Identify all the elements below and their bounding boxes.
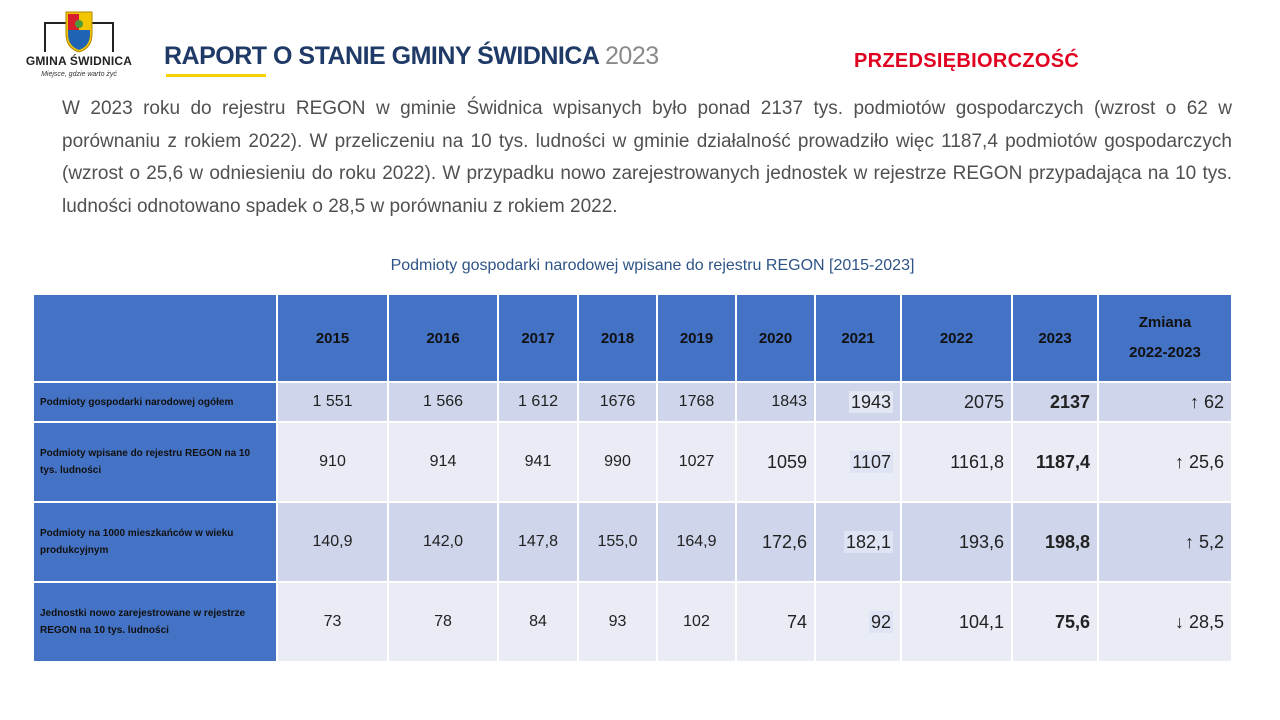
table-cell: 155,0 bbox=[577, 501, 658, 583]
table-row: Jednostki nowo zarejestrowane w rejestrz… bbox=[32, 581, 1233, 663]
header-year: 2015 bbox=[276, 293, 389, 383]
table-row: Podmioty wpisane do rejestru REGON na 10… bbox=[32, 421, 1233, 503]
table-cell: 1027 bbox=[656, 421, 737, 503]
cell-value: 182,1 bbox=[843, 530, 893, 553]
table-cell: 1 612 bbox=[497, 381, 579, 423]
header-change-line2: 2022-2023 bbox=[1129, 344, 1201, 361]
table-cell: 1059 bbox=[735, 421, 816, 503]
header-year: 2017 bbox=[497, 293, 579, 383]
table-cell: 990 bbox=[577, 421, 658, 503]
table-cell: 92 bbox=[814, 581, 902, 663]
table-cell: 1 566 bbox=[387, 381, 499, 423]
table-cell: 104,1 bbox=[900, 581, 1013, 663]
header-year: 2018 bbox=[577, 293, 658, 383]
report-year: 2023 bbox=[605, 42, 659, 70]
report-title: RAPORT O STANIE GMINY ŚWIDNICA 2023 bbox=[164, 42, 659, 71]
change-cell: ↑ 25,6 bbox=[1097, 421, 1233, 503]
table-cell: 102 bbox=[656, 581, 737, 663]
table-cell: 78 bbox=[387, 581, 499, 663]
change-cell: ↓ 28,5 bbox=[1097, 581, 1233, 663]
table-cell: 1768 bbox=[656, 381, 737, 423]
table-cell: 1161,8 bbox=[900, 421, 1013, 503]
crest-icon bbox=[44, 11, 114, 53]
table-cell: 147,8 bbox=[497, 501, 579, 583]
report-title-text: RAPORT O STANIE GMINY ŚWIDNICA bbox=[164, 42, 599, 70]
logo-name: GMINA ŚWIDNICA bbox=[25, 54, 133, 68]
table-cell: 164,9 bbox=[656, 501, 737, 583]
header-year: 2019 bbox=[656, 293, 737, 383]
gmina-logo: GMINA ŚWIDNICA Miejsce, gdzie warto żyć bbox=[14, 10, 144, 86]
change-cell: ↑ 62 bbox=[1097, 381, 1233, 423]
table-cell-highlight: 2137 bbox=[1011, 381, 1099, 423]
table-cell: 74 bbox=[735, 581, 816, 663]
table-cell: 142,0 bbox=[387, 501, 499, 583]
table-cell: 1843 bbox=[735, 381, 816, 423]
table-row: Podmioty na 1000 mieszkańców w wieku pro… bbox=[32, 501, 1233, 583]
row-label: Podmioty na 1000 mieszkańców w wieku pro… bbox=[32, 501, 278, 583]
table-cell: 73 bbox=[276, 581, 389, 663]
table-cell: 140,9 bbox=[276, 501, 389, 583]
header-change: Zmiana 2022-2023 bbox=[1097, 293, 1233, 383]
table-cell: 914 bbox=[387, 421, 499, 503]
table-cell: 84 bbox=[497, 581, 579, 663]
row-label: Jednostki nowo zarejestrowane w rejestrz… bbox=[32, 581, 278, 663]
header-year: 2021 bbox=[814, 293, 902, 383]
logo-tagline: Miejsce, gdzie warto żyć bbox=[41, 71, 117, 78]
title-underline bbox=[166, 74, 266, 77]
table-cell: 1943 bbox=[814, 381, 902, 423]
table-cell: 910 bbox=[276, 421, 389, 503]
cell-value: 1107 bbox=[850, 450, 893, 473]
cell-value: 1943 bbox=[848, 390, 893, 413]
table-cell: 182,1 bbox=[814, 501, 902, 583]
table-cell-highlight: 1187,4 bbox=[1011, 421, 1099, 503]
table-title: Podmioty gospodarki narodowej wpisane do… bbox=[390, 257, 915, 274]
header-year: 2023 bbox=[1011, 293, 1099, 383]
header-change-line1: Zmiana bbox=[1138, 314, 1192, 331]
change-cell: ↑ 5,2 bbox=[1097, 501, 1233, 583]
table-row: Podmioty gospodarki narodowej ogółem 1 5… bbox=[32, 381, 1233, 423]
header-year: 2020 bbox=[735, 293, 816, 383]
section-title: PRZEDSIĘBIORCZOŚĆ bbox=[854, 50, 1080, 72]
table-cell: 172,6 bbox=[735, 501, 816, 583]
table-cell: 1 551 bbox=[276, 381, 389, 423]
intro-paragraph: W 2023 roku do rejestru REGON w gminie Ś… bbox=[62, 98, 1232, 217]
table-cell: 1676 bbox=[577, 381, 658, 423]
row-label: Podmioty gospodarki narodowej ogółem bbox=[32, 381, 278, 423]
header-empty-cell bbox=[32, 293, 278, 383]
table-cell-highlight: 198,8 bbox=[1011, 501, 1099, 583]
regon-table: 2015 2016 2017 2018 2019 2020 2021 2022 … bbox=[32, 293, 1233, 663]
table-cell: 93 bbox=[577, 581, 658, 663]
header-year: 2022 bbox=[900, 293, 1013, 383]
cell-value: 92 bbox=[868, 610, 893, 633]
table-cell-highlight: 75,6 bbox=[1011, 581, 1099, 663]
header-year: 2016 bbox=[387, 293, 499, 383]
table-cell: 193,6 bbox=[900, 501, 1013, 583]
table-header-row: 2015 2016 2017 2018 2019 2020 2021 2022 … bbox=[32, 293, 1233, 383]
row-label: Podmioty wpisane do rejestru REGON na 10… bbox=[32, 421, 278, 503]
table-cell: 2075 bbox=[900, 381, 1013, 423]
table-cell: 1107 bbox=[814, 421, 902, 503]
table-cell: 941 bbox=[497, 421, 579, 503]
